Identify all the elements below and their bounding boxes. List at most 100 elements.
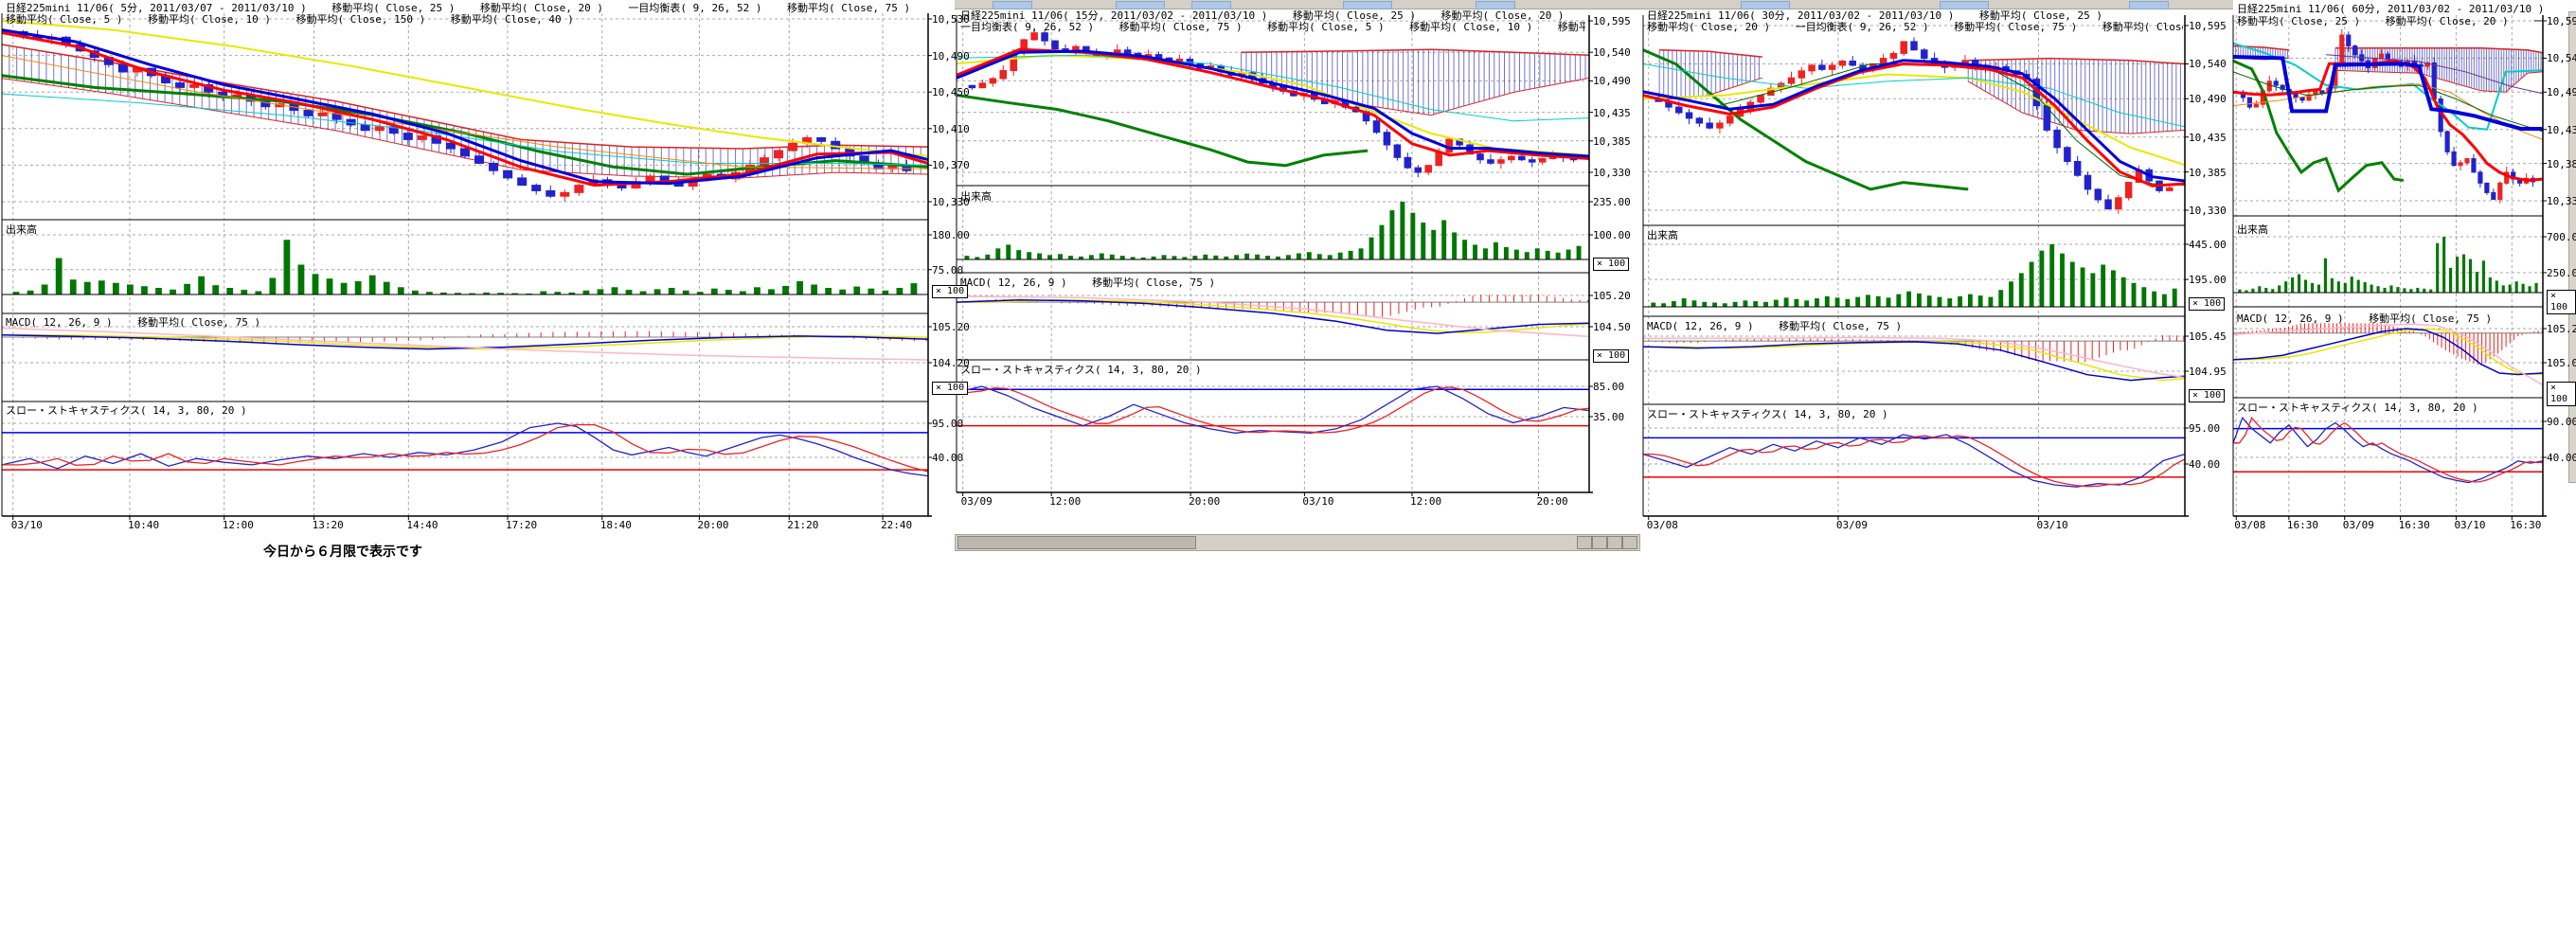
volume-section-label: 出来高 bbox=[2237, 223, 2268, 236]
axis-label: 105.20 bbox=[1593, 290, 1631, 302]
time-axis-label: 03/08 bbox=[2234, 519, 2266, 531]
axis-label: 10,435 bbox=[2189, 131, 2227, 144]
time-axis-label: 20:00 bbox=[1536, 495, 1568, 508]
toolbar-button[interactable] bbox=[2129, 1, 2169, 9]
time-axis-label: 03/09 bbox=[2342, 519, 2374, 531]
volume-section-label: 出来高 bbox=[6, 223, 37, 236]
panel-60min-header-line1: 日経225mini 11/06( 60分, 2011/03/02 - 2011/… bbox=[2237, 3, 2545, 15]
time-axis-label: 13:20 bbox=[312, 519, 344, 531]
time-axis-label: 18:40 bbox=[599, 519, 632, 531]
time-axis-label: 17:20 bbox=[505, 519, 538, 531]
stochastics-section-label: スロー・ストキャスティクス( 14, 3, 80, 20 ) bbox=[2237, 402, 2478, 414]
time-axis-label: 20:00 bbox=[1189, 495, 1221, 508]
axis-label: 90.00 bbox=[2547, 416, 2576, 428]
axis-label: 445.00 bbox=[2189, 239, 2227, 251]
axis-label: 10,385 bbox=[2547, 157, 2576, 170]
axis-label: 10,330 bbox=[2547, 195, 2576, 207]
background-window-toolbar bbox=[955, 0, 2233, 9]
time-axis-label: 03/10 bbox=[2454, 519, 2486, 531]
time-axis-label: 10:40 bbox=[127, 519, 160, 531]
time-axis-label: 16:30 bbox=[2286, 519, 2318, 531]
time-axis-label: 16:30 bbox=[2398, 519, 2430, 531]
scrollbar-button[interactable] bbox=[1607, 536, 1622, 549]
axis-label: 10,435 bbox=[2547, 123, 2576, 136]
multiplier-badge: × 100 bbox=[1593, 349, 1630, 363]
panel-30min-header-line1: 日経225mini 11/06( 30分, 2011/03/02 - 2011/… bbox=[1647, 9, 2102, 22]
stochastics-section-label: スロー・ストキャスティクス( 14, 3, 80, 20 ) bbox=[1647, 408, 1888, 420]
axis-label: 10,330 bbox=[1593, 167, 1631, 179]
panel-5min-header-line2: 移動平均( Close, 5 ) 移動平均( Close, 10 ) 移動平均(… bbox=[6, 13, 574, 26]
panel-15min-header-line1: 日経225mini 11/06( 15分, 2011/03/02 - 2011/… bbox=[960, 9, 1565, 22]
axis-label: 95.00 bbox=[2189, 422, 2221, 435]
axis-label: 10,330 bbox=[932, 196, 970, 208]
scrollbar-button[interactable] bbox=[1592, 536, 1607, 549]
multiplier-badge: × 100 bbox=[2189, 389, 2226, 402]
axis-label: 10,385 bbox=[1593, 134, 1631, 148]
axis-label: 235.00 bbox=[1593, 196, 1631, 208]
axis-label: 40.00 bbox=[2189, 458, 2221, 471]
axis-label: 104.20 bbox=[932, 357, 970, 369]
multiplier-badge: × 100 bbox=[932, 382, 969, 395]
axis-label: 10,385 bbox=[2189, 166, 2227, 179]
time-axis-label: 03/10 bbox=[1302, 495, 1334, 508]
toolbar-button[interactable] bbox=[1476, 1, 1515, 9]
axis-label: 250.00 bbox=[2547, 266, 2576, 279]
axis-label: 180.00 bbox=[932, 229, 970, 241]
toolbar-button[interactable] bbox=[1741, 1, 1790, 9]
macd-section-label: MACD( 12, 26, 9 ) 移動平均( Close, 75 ) bbox=[6, 316, 261, 329]
time-axis-label: 22:40 bbox=[881, 519, 913, 531]
window-vertical-scrollbar[interactable] bbox=[2568, 11, 2576, 483]
axis-label: 104.95 bbox=[2189, 366, 2227, 378]
time-axis-label: 12:00 bbox=[222, 519, 254, 531]
axis-label: 105.20 bbox=[932, 321, 970, 333]
multiplier-badge: × 100 bbox=[2547, 382, 2576, 406]
multiplier-badge: × 100 bbox=[2189, 297, 2226, 311]
panel-30min-header-line2: 移動平均( Close, 20 ) 一目均衡表( 9, 26, 52 ) 移動平… bbox=[1647, 22, 2183, 33]
axis-label: 40.00 bbox=[2547, 452, 2576, 464]
toolbar-button[interactable] bbox=[1343, 1, 1392, 9]
panel-30min-background bbox=[1641, 0, 2233, 547]
axis-label: 104.50 bbox=[1593, 321, 1631, 333]
axis-label: 10,530 bbox=[932, 13, 970, 26]
axis-label: 105.26 bbox=[2547, 323, 2576, 335]
axis-label: 10,595 bbox=[1593, 15, 1631, 27]
axis-label: 105.03 bbox=[2547, 357, 2576, 369]
axis-label: 85.00 bbox=[1593, 381, 1625, 393]
axis-label: 10,540 bbox=[2189, 58, 2227, 71]
axis-label: 10,595 bbox=[2189, 20, 2227, 32]
axis-label: 40.00 bbox=[932, 452, 964, 464]
axis-label: 10,330 bbox=[2189, 205, 2227, 217]
multiplier-badge: × 100 bbox=[2547, 290, 2576, 314]
multiplier-badge: × 100 bbox=[1593, 258, 1630, 271]
axis-label: 95.00 bbox=[932, 418, 964, 430]
toolbar-button[interactable] bbox=[1116, 1, 1165, 9]
scrollbar-button[interactable] bbox=[1622, 536, 1637, 549]
axis-label: 10,490 bbox=[2547, 86, 2576, 99]
time-axis-label: 21:20 bbox=[787, 519, 819, 531]
macd-section-label: MACD( 12, 26, 9 ) 移動平均( Close, 75 ) bbox=[960, 277, 1216, 289]
time-axis-label: 03/10 bbox=[2036, 519, 2068, 531]
volume-section-label: 出来高 bbox=[960, 190, 992, 203]
time-axis-label: 16:30 bbox=[2510, 519, 2542, 531]
toolbar-button[interactable] bbox=[993, 1, 1032, 9]
time-axis-label: 03/10 bbox=[10, 519, 43, 531]
axis-label: 105.45 bbox=[2189, 330, 2227, 343]
panel-15min-hscrollbar[interactable] bbox=[955, 534, 1640, 551]
toolbar-button[interactable] bbox=[1940, 1, 1989, 9]
axis-label: 10,490 bbox=[1593, 75, 1631, 88]
panel-15min-header-line2: 一目均衡表( 9, 26, 52 ) 移動平均( Close, 75 ) 移動平… bbox=[960, 22, 1585, 33]
time-axis-label: 12:00 bbox=[1409, 495, 1442, 508]
volume-section-label: 出来高 bbox=[1647, 229, 1678, 241]
scrollbar-thumb[interactable] bbox=[957, 536, 1196, 549]
axis-label: 10,435 bbox=[1593, 106, 1631, 119]
panel-5min-background bbox=[0, 0, 954, 568]
toolbar-button[interactable] bbox=[1191, 1, 1231, 9]
axis-label: 195.00 bbox=[2189, 274, 2227, 287]
panel-60min-header-line2: 移動平均( Close, 25 ) 移動平均( Close, 20 ) 一目 bbox=[2237, 16, 2542, 27]
axis-label: 10,370 bbox=[932, 159, 970, 172]
scrollbar-button[interactable] bbox=[1577, 536, 1592, 549]
time-axis-label: 03/08 bbox=[1646, 519, 1678, 531]
panel-5min-header-line1: 日経225mini 11/06( 5分, 2011/03/07 - 2011/0… bbox=[6, 2, 911, 14]
